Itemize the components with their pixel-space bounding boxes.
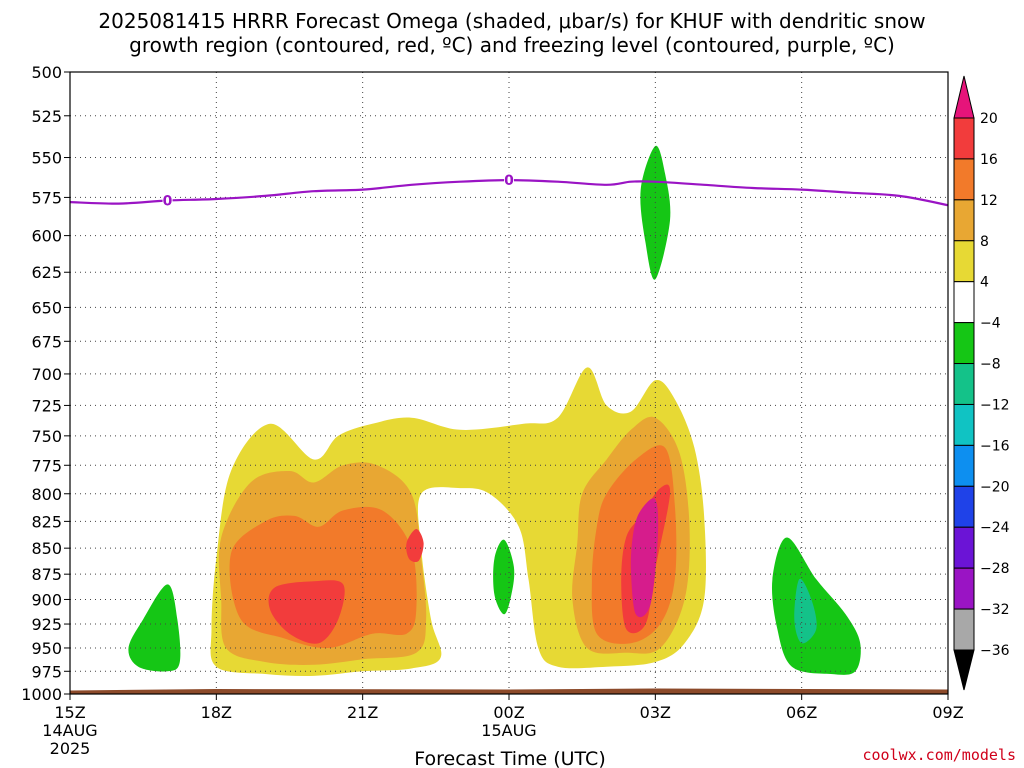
colorbar-swatch	[953, 567, 975, 610]
x-tick-label: 21Z	[347, 703, 378, 722]
freezing-level-label-bg	[162, 192, 173, 209]
x-tick-label: 03Z	[640, 703, 671, 722]
colorbar-swatch	[953, 158, 975, 201]
colorbar-swatch	[953, 199, 975, 242]
y-tick-label: 975	[31, 662, 62, 681]
colorbar: 20 16 12 8 4 −4 −8 −12 −16 −20 −24 −28 −32 −36	[953, 75, 1010, 691]
colorbar-swatch	[953, 608, 975, 651]
colorbar-label: −4	[980, 316, 1001, 332]
colorbar-label: −36	[980, 643, 1010, 659]
y-tick-label: 550	[31, 149, 62, 168]
y-tick-label: 775	[31, 456, 62, 475]
colorbar-label: −24	[980, 520, 1010, 536]
omega-region-6	[406, 529, 424, 563]
freezing-level-line	[69, 178, 949, 207]
chart-title-line-1: 2025081415 HRRR Forecast Omega (shaded, …	[98, 9, 925, 33]
y-tick-label: 625	[31, 263, 62, 282]
colorbar-label: −8	[980, 357, 1001, 373]
x-tick-year: 2025	[50, 739, 91, 758]
colorbar-label: 4	[980, 275, 989, 291]
colorbar-label: 20	[980, 111, 998, 127]
colorbar-label: −12	[980, 397, 1010, 413]
colorbar-label: −16	[980, 438, 1010, 454]
surface-band	[70, 688, 948, 694]
colorbar-label: −20	[980, 479, 1010, 495]
y-tick-label: 525	[31, 107, 62, 126]
omega-shaded-regions	[128, 145, 861, 677]
y-tick-label: 650	[31, 298, 62, 317]
y-axis-ticks: 500 525 550 575 600 625 650 675 700 725 750 775 800 8…	[21, 63, 70, 704]
y-tick-label: 1000	[21, 685, 62, 704]
colorbar-bottom-arrow	[953, 649, 975, 691]
omega-region-12	[771, 537, 861, 675]
freezing-level-label-bg	[504, 172, 514, 189]
colorbar-swatch	[953, 240, 975, 283]
colorbar-label: 16	[980, 152, 998, 168]
colorbar-label: 8	[980, 234, 989, 250]
omega-region-5	[268, 580, 345, 644]
colorbar-swatch	[953, 363, 975, 405]
x-axis-label: Forecast Time (UTC)	[414, 748, 605, 768]
freezing-level-contour: 00	[69, 172, 949, 210]
x-tick-label: 00Z	[493, 703, 524, 722]
surface-terrain-band	[70, 688, 948, 694]
x-tick-label: 09Z	[932, 703, 963, 722]
grid-lines	[70, 72, 948, 694]
credit-text: coolwx.com/models	[862, 746, 1016, 764]
colorbar-swatch	[953, 322, 975, 365]
omega-region-10	[493, 539, 515, 615]
y-tick-label: 850	[31, 539, 62, 558]
y-tick-label: 800	[31, 485, 62, 504]
x-tick-label: 15Z	[54, 703, 85, 722]
colorbar-swatch	[953, 281, 975, 324]
y-tick-label: 950	[31, 639, 62, 658]
y-tick-label: 875	[31, 565, 62, 584]
colorbar-swatch	[953, 526, 975, 569]
colorbar-swatch	[953, 403, 975, 446]
freezing-level-label: 0	[163, 194, 173, 210]
omega-region-9	[128, 584, 181, 672]
omega-region-8	[630, 498, 659, 618]
colorbar-swatch	[953, 444, 975, 487]
y-tick-label: 500	[31, 63, 62, 82]
y-tick-label: 825	[31, 512, 62, 531]
y-tick-label: 925	[31, 615, 62, 634]
colorbar-swatch	[953, 485, 975, 528]
y-tick-label: 725	[31, 396, 62, 415]
chart-title-line-2: growth region (contoured, red, ºC) and f…	[129, 33, 895, 57]
y-tick-label: 900	[31, 590, 62, 609]
colorbar-label: 12	[980, 193, 998, 209]
y-tick-label: 750	[31, 427, 62, 446]
y-tick-label: 675	[31, 332, 62, 351]
colorbar-label: −32	[980, 602, 1010, 618]
x-tick-date: 15AUG	[481, 721, 536, 740]
x-tick-date: 14AUG	[42, 721, 97, 740]
colorbar-top-arrow	[953, 75, 975, 119]
x-tick-label: 06Z	[786, 703, 817, 722]
colorbar-label: −28	[980, 561, 1010, 577]
y-tick-label: 700	[31, 365, 62, 384]
x-tick-label: 18Z	[201, 703, 232, 722]
y-tick-label: 575	[31, 188, 62, 207]
omega-region-13	[794, 578, 817, 644]
freezing-level-label: 0	[504, 173, 514, 189]
y-tick-label: 600	[31, 227, 62, 246]
colorbar-swatch	[953, 117, 975, 160]
